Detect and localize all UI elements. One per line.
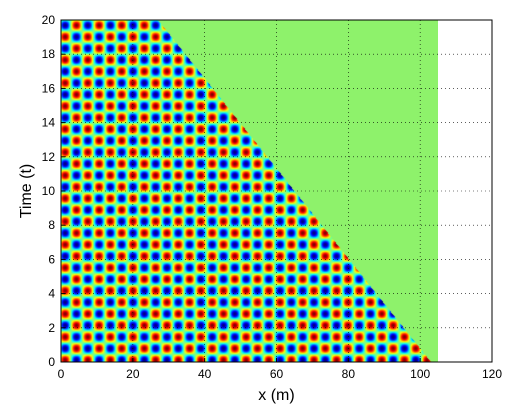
y-tick-label: 4: [48, 287, 55, 301]
y-tick-label: 12: [42, 150, 56, 164]
y-axis: 0 2 4 6 8 10 12 14 16 18 20: [42, 13, 65, 369]
x-tick-label: 40: [198, 367, 212, 381]
x-tick-label: 120: [482, 367, 502, 381]
x-axis: 0 20 40 60 80 100 120: [58, 358, 502, 381]
x-tick-label: 80: [342, 367, 356, 381]
x-tick-label: 100: [410, 367, 430, 381]
x-axis-label: x (m): [258, 387, 294, 404]
y-tick-label: 20: [42, 13, 56, 27]
y-tick-label: 10: [42, 184, 56, 198]
y-tick-label: 2: [48, 321, 55, 335]
grid-lines: [61, 20, 492, 362]
y-tick-label: 18: [42, 47, 56, 61]
x-tick-label: 60: [270, 367, 284, 381]
y-tick-label: 8: [48, 218, 55, 232]
y-tick-label: 16: [42, 81, 56, 95]
y-axis-label: Time (t): [18, 164, 35, 219]
x-tick-label: 0: [58, 367, 65, 381]
y-tick-label: 6: [48, 252, 55, 266]
y-tick-label: 0: [48, 355, 55, 369]
x-tick-label: 20: [126, 367, 140, 381]
y-tick-label: 14: [42, 116, 56, 130]
